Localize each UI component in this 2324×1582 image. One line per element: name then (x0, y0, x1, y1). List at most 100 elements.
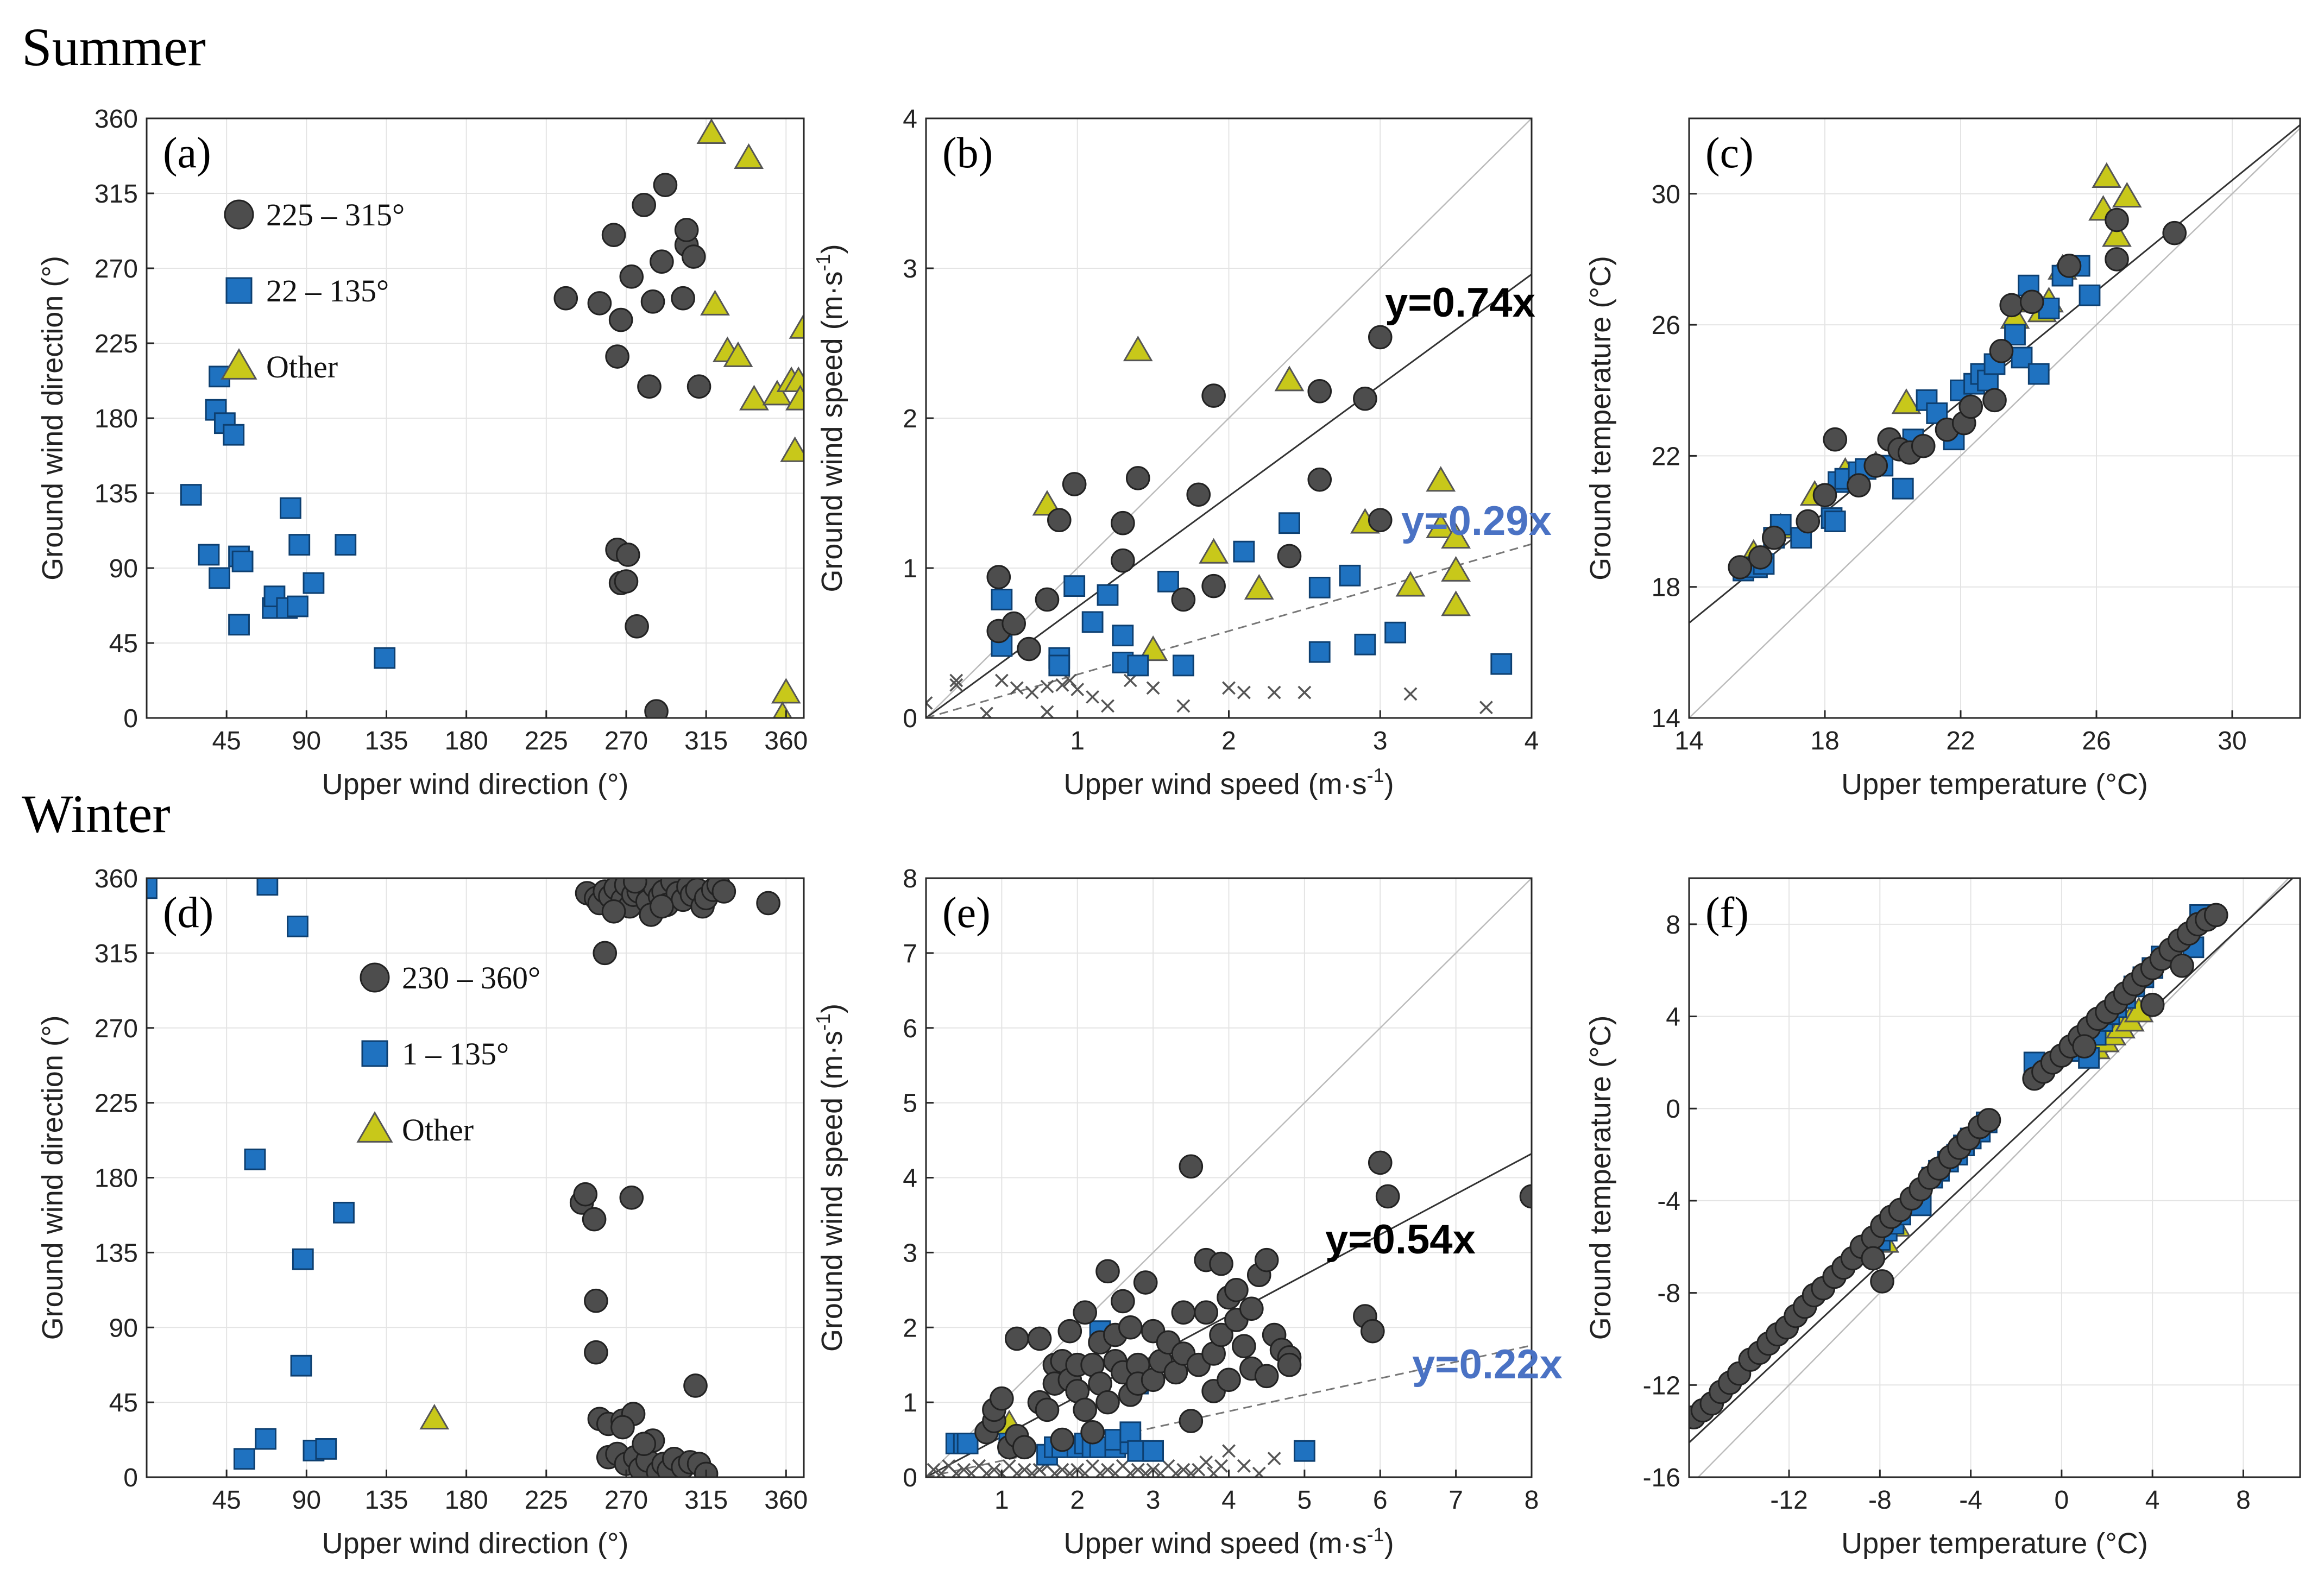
y-tick-label-4: 4 (903, 1164, 917, 1193)
circle-point-14 (1277, 544, 1302, 569)
square-point-3 (244, 1148, 266, 1170)
y-tick-label-6: 270 (95, 1014, 138, 1043)
x-tick-label-2: 22 (1946, 727, 1975, 755)
cross-point-7-stroke-b (1040, 679, 1054, 694)
cross-point-26 (1123, 1466, 1137, 1477)
cross-point-22-stroke-b (1095, 1466, 1107, 1477)
x-tick-label-0: 1 (994, 1486, 1009, 1515)
fit-equation-1: y=0.22x (1412, 1341, 1563, 1388)
cross-point-23-stroke-b (1101, 1463, 1114, 1477)
cross-point-7 (980, 1466, 993, 1477)
x-tick-label-0: 1 (1070, 727, 1085, 755)
circle-point-59 (683, 1373, 708, 1398)
x-tick-label-2: 135 (364, 727, 408, 755)
one-to-one-line (1689, 128, 2300, 718)
circle-point-10 (1035, 1397, 1060, 1422)
circle-point-35 (573, 1182, 598, 1207)
circle-point-6 (1847, 473, 1871, 497)
season-title-summer: Summer (22, 17, 206, 77)
circle-point-50 (1209, 1251, 1233, 1276)
cross-point-11-stroke-b (1070, 683, 1085, 696)
panel-label: (e) (942, 889, 991, 937)
circle-point-61 (1254, 1364, 1279, 1389)
cross-point-13 (1101, 699, 1114, 713)
circle-point-7 (1863, 453, 1888, 478)
x-tick-label-3: 0 (2055, 1486, 2069, 1515)
cross-point-12 (1086, 690, 1100, 704)
cross-point-28 (1138, 1466, 1152, 1477)
triangle-point-14 (2112, 182, 2142, 208)
cross-point-1-stroke-b (949, 673, 963, 688)
one-to-one-line (926, 878, 1532, 1477)
y-tick-label-4: 180 (95, 1164, 138, 1193)
cross-point-38-stroke-b (1214, 1459, 1228, 1473)
square-point-16 (303, 572, 325, 594)
circle-point-3 (1017, 636, 1041, 661)
y-axis-label-sup: -1 (812, 1013, 834, 1031)
cross-point-1 (949, 673, 963, 688)
square-point-9 (231, 550, 254, 572)
y-tick-label-4: 0 (1666, 1095, 1680, 1124)
y-axis-label-end: ) (816, 1004, 848, 1013)
square-point-4 (292, 1248, 314, 1270)
cross-point-11 (1070, 683, 1085, 696)
circle-point-53 (1870, 1269, 1894, 1294)
panels-group: 45 90 135 180 225 270 315 360045901351802252703… (36, 105, 2301, 1560)
panel-label: (f) (1705, 889, 1749, 937)
cross-point-18 (1063, 1466, 1077, 1477)
y-tick-label-3: 3 (903, 1239, 917, 1268)
x-tick-label-4: 5 (1298, 1486, 1312, 1515)
x-tick-label-4: 4 (2145, 1486, 2160, 1515)
plot-content (926, 878, 1532, 1477)
legend-marker-circle (360, 962, 390, 993)
circle-point-17 (615, 543, 640, 567)
circle-point-15 (1307, 379, 1332, 404)
square-point-10 (1157, 570, 1179, 593)
triangle-point-0 (696, 118, 727, 144)
cross-point-14-stroke-b (1123, 673, 1137, 688)
series-triangle (696, 118, 804, 718)
x-tick-label-2: 135 (364, 1486, 408, 1515)
cross-point-9-stroke-b (1055, 678, 1069, 692)
series-cross (926, 673, 1493, 718)
x-tick-label-1: 2 (1221, 727, 1236, 755)
cross-point-2-stroke-b (942, 1459, 956, 1473)
cross-point-18 (1237, 685, 1251, 699)
x-tick-label-5: 270 (604, 727, 648, 755)
circle-point-4 (1035, 587, 1060, 612)
circle-point-53 (1217, 1367, 1241, 1392)
square-point-13 (1892, 477, 1914, 500)
circle-point-13 (1201, 573, 1226, 598)
square-point-5 (290, 1354, 312, 1377)
plot-area (1689, 878, 2300, 1477)
cross-point-13-stroke-b (1026, 1466, 1039, 1477)
cross-point-3 (949, 1466, 963, 1477)
cross-point-0 (927, 1463, 941, 1477)
cross-point-32 (1169, 1466, 1183, 1477)
x-axis-label-end: ) (1384, 1527, 1394, 1560)
square-point-18 (1142, 1440, 1164, 1462)
y-tick-label-6: 8 (1666, 911, 1680, 940)
series-triangle (419, 1403, 450, 1430)
cross-point-12-stroke-b (1086, 690, 1100, 704)
cross-point-21-stroke-b (1403, 687, 1418, 701)
circle-point-10 (653, 173, 678, 197)
square-point-12 (1233, 540, 1255, 563)
x-axis-label: Upper temperature (°C) (1841, 768, 2148, 801)
circle-point-7 (1012, 1435, 1037, 1460)
x-tick-label-0: 45 (212, 1486, 241, 1515)
square-point-13 (1278, 512, 1300, 534)
y-tick-label-7: 7 (903, 940, 917, 968)
cross-point-18-stroke-b (1065, 1466, 1077, 1477)
circle-point-25 (1095, 1259, 1120, 1284)
cross-point-10 (1063, 673, 1077, 688)
circle-point-18 (2019, 289, 2044, 314)
tick-labels: -12 -8 -4 0 4 8 -16 -12 -8 -4 0 4 8 (1643, 911, 2251, 1515)
square-point-2 (287, 915, 308, 937)
triangle-point-0 (1032, 490, 1062, 516)
circle-point-56 (2170, 953, 2194, 978)
x-tick-label-4: 225 (525, 1486, 568, 1515)
y-tick-label-1: 1 (903, 554, 917, 583)
y-tick-label-0: 0 (123, 704, 138, 733)
square-point-18 (1384, 621, 1407, 644)
